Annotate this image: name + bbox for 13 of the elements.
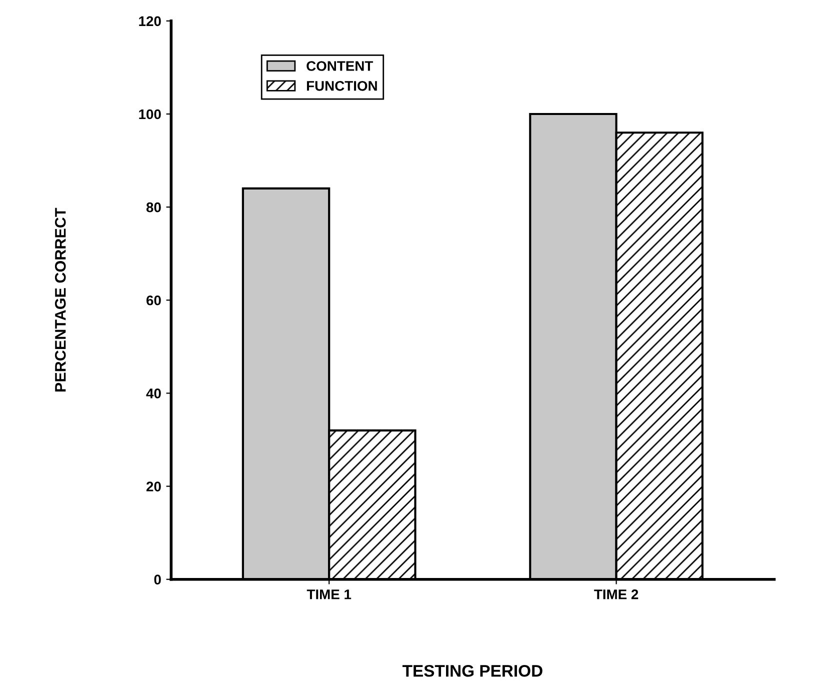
y-tick-label: 120 — [139, 16, 161, 26]
x-tick-label: TIME 2 — [594, 589, 638, 600]
legend-label: CONTENT — [306, 61, 374, 71]
y-tick-label: 20 — [146, 482, 161, 492]
y-tick-label: 0 — [154, 574, 161, 585]
legend-label: FUNCTION — [306, 80, 377, 91]
x-axis-title: TESTING PERIOD — [402, 664, 542, 677]
y-tick-label: 40 — [146, 388, 161, 398]
y-tick-label: 80 — [146, 202, 161, 212]
x-tick-label: TIME 1 — [306, 590, 352, 600]
y-axis-title: PERCENTAGE CORRECT — [54, 208, 66, 392]
y-tick-label: 60 — [146, 295, 161, 306]
y-tick-label: 100 — [139, 109, 161, 120]
